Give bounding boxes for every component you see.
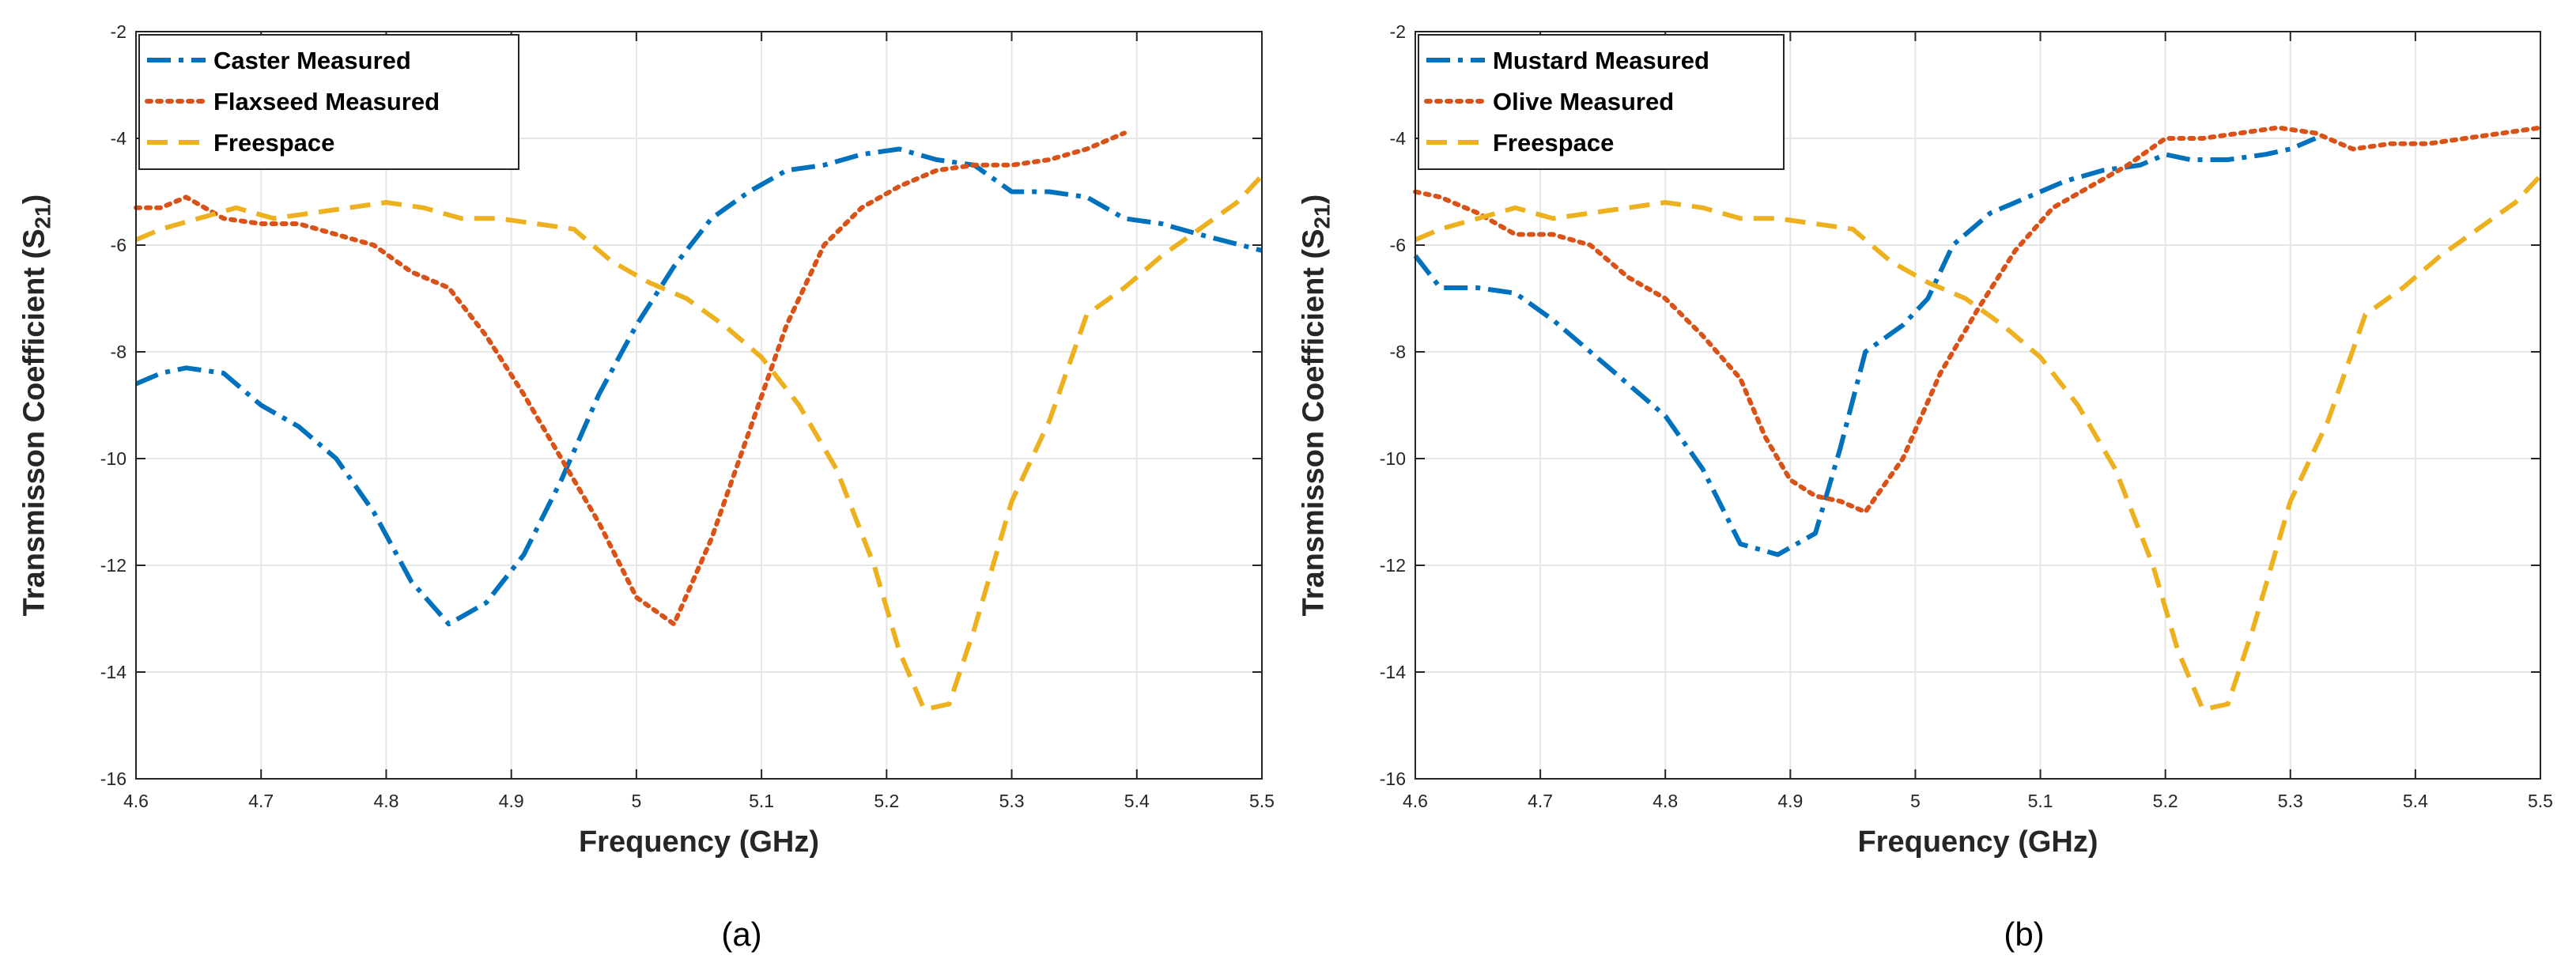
- chart-b-ytick-label-6: -4: [1390, 128, 1407, 149]
- chart-b-xtick-label-9: 5.5: [2528, 791, 2553, 811]
- chart-a-ytick-label-1: -14: [100, 662, 127, 682]
- chart-a-ytick-label-0: -16: [100, 769, 127, 789]
- chart-a-ytick-label-7: -2: [111, 21, 127, 42]
- chart-a-xlabel: Frequency (GHz): [579, 825, 819, 859]
- chart-a-ylabel-sub: 21: [30, 204, 55, 228]
- chart-b-xtick-label-5: 5.1: [2028, 791, 2053, 811]
- chart-b-caption: (b): [2004, 916, 2044, 953]
- chart-b-ytick-label-3: -10: [1380, 448, 1406, 469]
- chart-b-ytick-label-1: -14: [1380, 662, 1406, 682]
- chart-a: 4.6 4.7 4.8 4.9 5 5.1 5.2 5.3 5.4 5.5 -16 -14 -12 -10…: [17, 21, 1275, 953]
- chart-a-series-2: [134, 174, 1264, 712]
- chart-a-legend-label-1: Flaxseed Measured: [213, 88, 440, 115]
- chart-a-xtick-label-2: 4.8: [373, 791, 398, 811]
- chart-a-xtick-label-8: 5.4: [1124, 791, 1150, 811]
- chart-a-ytick-label-2: -12: [100, 555, 127, 576]
- chart-a-xtick-label-7: 5.3: [999, 791, 1025, 811]
- chart-b-ylabel-sub: 21: [1309, 204, 1334, 228]
- chart-b-series-2: [1414, 174, 2543, 712]
- chart-a-legend-label-0: Caster Measured: [213, 47, 411, 74]
- chart-b-ylabel: Transmisson Coefficient (S21): [1297, 194, 1334, 617]
- chart-b-xtick-label-8: 5.4: [2403, 791, 2428, 811]
- chart-b: 4.6 4.7 4.8 4.9 5 5.1 5.2 5.3 5.4 5.5 -16 -14 -12 -10…: [1297, 21, 2553, 953]
- chart-b-legend-label-2: Freespace: [1493, 129, 1614, 157]
- chart-b-ytick-label-4: -8: [1390, 342, 1406, 362]
- chart-b-xtick-label-6: 5.2: [2153, 791, 2178, 811]
- chart-b-xtick-label-0: 4.6: [1403, 791, 1428, 811]
- chart-a-series-1: [134, 130, 1127, 627]
- chart-b-series-1: [1413, 125, 2543, 515]
- chart-a-ytick-label-3: -10: [100, 448, 127, 469]
- chart-b-xtick-label-1: 4.7: [1528, 791, 1553, 811]
- chart-a-series-0: [134, 146, 1263, 627]
- chart-a-ylabel: Transmisson Coefficient (S21): [17, 194, 55, 617]
- chart-a-xtick-label-4: 5: [631, 791, 641, 811]
- chart-a-xtick-label-5: 5.1: [749, 791, 774, 811]
- chart-a-ytick-label-5: -6: [111, 235, 127, 255]
- chart-a-xtick-label-3: 4.9: [499, 791, 524, 811]
- chart-b-xtick-label-4: 5: [1910, 791, 1921, 811]
- chart-b-series-0: [1413, 136, 2317, 557]
- chart-b-legend-label-0: Mustard Measured: [1493, 47, 1709, 74]
- chart-b-xlabel: Frequency (GHz): [1857, 825, 2098, 859]
- chart-b-xtick-label-3: 4.9: [1777, 791, 1803, 811]
- chart-b-ytick-label-0: -16: [1380, 769, 1406, 789]
- chart-b-ylabel-main: Transmisson Coefficient (S: [1297, 228, 1330, 616]
- chart-b-axes-box: [1415, 31, 2541, 780]
- chart-a-axes-box: [135, 31, 1263, 780]
- chart-b-legend-label-1: Olive Measured: [1493, 88, 1674, 115]
- chart-a-caption: (a): [721, 916, 761, 953]
- chart-a-xtick-label-6: 5.2: [874, 791, 899, 811]
- chart-b-ytick-label-2: -12: [1380, 555, 1406, 576]
- chart-b-xtick-label-2: 4.8: [1652, 791, 1678, 811]
- chart-a-ylabel-main: Transmisson Coefficient (S: [17, 228, 51, 616]
- chart-a-xtick-label-1: 4.7: [248, 791, 274, 811]
- chart-b-xtick-label-7: 5.3: [2278, 791, 2303, 811]
- chart-b-ylabel-end: ): [1297, 194, 1330, 205]
- chart-a-xtick-label-9: 5.5: [1249, 791, 1275, 811]
- chart-b-ytick-label-5: -6: [1390, 235, 1406, 255]
- chart-a-ytick-label-4: -8: [111, 342, 127, 362]
- chart-a-ylabel-end: ): [17, 194, 51, 205]
- chart-a-legend-label-2: Freespace: [213, 129, 334, 157]
- chart-a-xtick-label-0: 4.6: [123, 791, 149, 811]
- chart-b-ytick-label-7: -2: [1390, 21, 1406, 42]
- chart-a-ytick-label-6: -4: [111, 128, 127, 149]
